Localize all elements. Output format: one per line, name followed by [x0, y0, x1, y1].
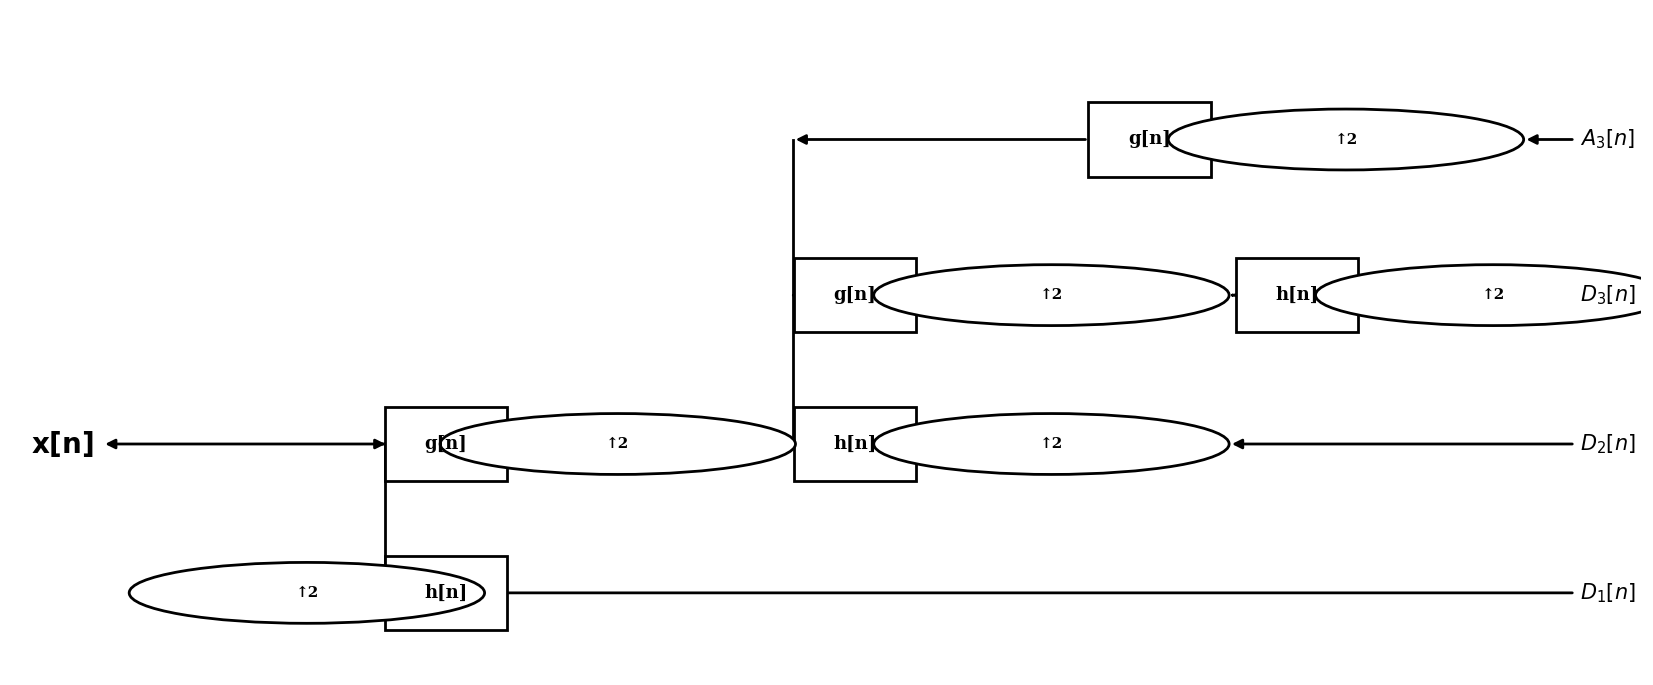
- Ellipse shape: [874, 264, 1230, 325]
- Text: ↑2: ↑2: [607, 437, 630, 451]
- Ellipse shape: [129, 562, 484, 623]
- Text: $\mathbf{x[n]}$: $\mathbf{x[n]}$: [31, 429, 94, 459]
- Text: h[n]: h[n]: [833, 435, 876, 453]
- Text: ↑2: ↑2: [296, 586, 319, 600]
- FancyBboxPatch shape: [1088, 102, 1212, 177]
- Text: ↑2: ↑2: [1040, 437, 1063, 451]
- FancyBboxPatch shape: [793, 407, 916, 482]
- Text: ↑2: ↑2: [1334, 132, 1357, 147]
- Text: g[n]: g[n]: [1129, 131, 1170, 149]
- FancyBboxPatch shape: [385, 407, 507, 482]
- Text: $D_2[n]$: $D_2[n]$: [1580, 432, 1636, 456]
- FancyBboxPatch shape: [793, 258, 916, 332]
- Ellipse shape: [1169, 109, 1524, 170]
- FancyBboxPatch shape: [1235, 258, 1359, 332]
- Text: $D_1[n]$: $D_1[n]$: [1580, 581, 1636, 605]
- Text: $A_3[n]$: $A_3[n]$: [1580, 127, 1635, 151]
- Ellipse shape: [1316, 264, 1653, 325]
- Ellipse shape: [440, 414, 795, 475]
- Text: h[n]: h[n]: [425, 584, 468, 602]
- Text: h[n]: h[n]: [1274, 286, 1319, 304]
- Text: $D_3[n]$: $D_3[n]$: [1580, 284, 1636, 307]
- Text: g[n]: g[n]: [425, 435, 468, 453]
- Text: ↑2: ↑2: [1040, 288, 1063, 302]
- FancyBboxPatch shape: [385, 556, 507, 630]
- Text: ↑2: ↑2: [1481, 288, 1504, 302]
- Ellipse shape: [874, 414, 1230, 475]
- Text: g[n]: g[n]: [833, 286, 876, 304]
